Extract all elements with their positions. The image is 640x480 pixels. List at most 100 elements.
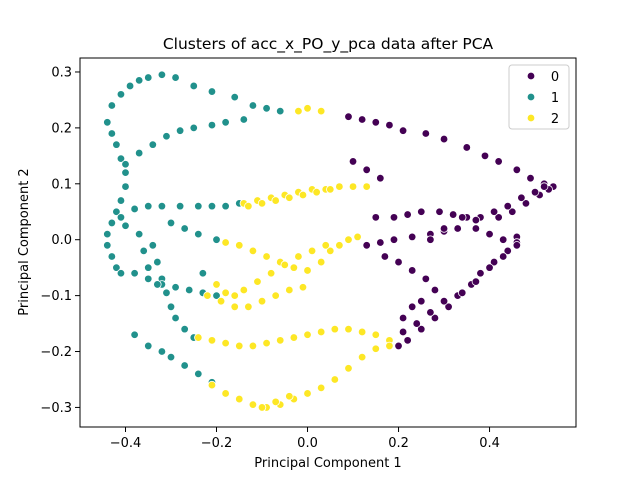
point-series-2-32: [212, 280, 221, 289]
point-series-1-34: [221, 118, 230, 127]
point-series-2-60: [330, 324, 340, 334]
x-tick-label: −0.2: [201, 436, 233, 451]
point-series-2-65: [207, 380, 217, 390]
point-series-1-41: [194, 201, 203, 211]
point-series-1-45: [121, 221, 130, 230]
point-series-0-63: [458, 288, 467, 298]
point-series-1-40: [175, 201, 185, 211]
x-tick-label: 0.0: [297, 436, 318, 451]
point-series-0-6: [439, 134, 449, 144]
point-series-0-0: [344, 112, 353, 121]
point-series-0-14: [348, 157, 358, 166]
point-series-1-8: [189, 81, 198, 91]
point-series-0-30: [539, 182, 549, 191]
point-series-2-44: [230, 302, 239, 311]
legend: 0 1 2: [508, 64, 570, 130]
y-tick-label: 0.2: [51, 121, 72, 136]
plot-frame: [79, 57, 577, 428]
plot-points: [103, 70, 558, 412]
point-series-0-20: [508, 207, 517, 216]
point-series-2-33: [221, 288, 230, 298]
point-series-0-25: [435, 207, 444, 216]
series-1: [103, 70, 285, 387]
point-series-1-2: [116, 90, 126, 99]
point-series-1-42: [207, 201, 217, 211]
point-series-0-75: [380, 252, 390, 261]
point-series-2-29: [335, 241, 344, 250]
point-series-2-37: [266, 269, 276, 278]
point-series-1-0: [103, 118, 112, 127]
point-series-0-61: [485, 263, 494, 272]
point-series-0-15: [362, 165, 371, 175]
point-series-1-5: [144, 73, 153, 82]
point-series-2-66: [221, 389, 230, 398]
point-series-1-43: [221, 201, 230, 211]
point-series-1-11: [248, 101, 258, 110]
point-series-2-67: [235, 394, 244, 404]
point-series-2-36: [253, 277, 262, 286]
point-series-2-50: [194, 333, 203, 342]
point-series-1-30: [162, 132, 171, 141]
point-series-2-74: [330, 375, 340, 384]
point-series-2-30: [344, 235, 353, 244]
point-series-1-62: [130, 330, 139, 339]
point-series-0-29: [371, 213, 380, 222]
point-series-1-66: [180, 361, 189, 370]
point-series-1-50: [162, 288, 171, 298]
point-series-1-10: [230, 92, 239, 102]
point-series-0-34: [489, 207, 499, 216]
legend-marker-0: [526, 71, 536, 81]
point-series-1-61: [212, 291, 221, 300]
legend-box: [508, 64, 570, 130]
point-series-0-56: [417, 324, 426, 334]
point-series-0-66: [412, 319, 421, 328]
y-tick-label: −0.1: [40, 289, 72, 304]
point-series-2-63: [371, 330, 380, 339]
point-series-0-69: [407, 266, 417, 275]
series-0: [344, 112, 558, 351]
point-series-0-7: [462, 143, 471, 152]
point-series-2-23: [262, 252, 271, 261]
point-series-2-77: [371, 344, 380, 353]
point-series-1-51: [166, 302, 176, 311]
point-series-2-16: [285, 193, 294, 202]
point-series-1-55: [130, 269, 139, 278]
point-series-0-41: [376, 238, 385, 247]
point-series-0-54: [444, 302, 453, 311]
point-series-0-49: [503, 246, 512, 256]
point-series-2-34: [230, 291, 239, 300]
point-series-2-15: [271, 196, 280, 205]
y-tick-label: 0.0: [51, 233, 72, 248]
point-series-0-46: [498, 235, 508, 244]
point-series-2-73: [316, 383, 326, 393]
point-series-0-36: [453, 224, 462, 233]
point-series-2-58: [303, 330, 312, 339]
y-tick-label: 0.1: [51, 177, 72, 192]
point-series-0-19: [521, 199, 531, 208]
point-series-1-58: [171, 283, 180, 292]
point-series-1-33: [207, 120, 217, 130]
point-series-2-13: [244, 201, 253, 211]
x-tick-label: −0.4: [110, 436, 142, 451]
point-series-0-45: [485, 229, 494, 239]
point-series-0-31: [530, 187, 540, 197]
point-series-0-5: [421, 129, 431, 138]
point-series-1-9: [207, 87, 217, 96]
point-series-2-79: [257, 403, 267, 412]
x-tick-label: 0.2: [388, 436, 409, 451]
point-series-2-41: [321, 241, 330, 250]
point-series-1-47: [148, 241, 158, 250]
point-series-2-35: [239, 285, 249, 295]
point-series-2-19: [326, 185, 335, 194]
point-series-1-69: [139, 246, 148, 256]
point-series-1-4: [134, 76, 144, 85]
point-series-0-62: [471, 277, 481, 286]
point-series-0-32: [517, 193, 526, 202]
point-series-0-21: [494, 213, 503, 222]
point-series-2-61: [344, 324, 353, 334]
point-series-2-59: [316, 327, 326, 337]
point-series-2-49: [298, 283, 308, 292]
point-series-2-76: [357, 352, 367, 362]
point-series-2-55: [262, 338, 271, 348]
